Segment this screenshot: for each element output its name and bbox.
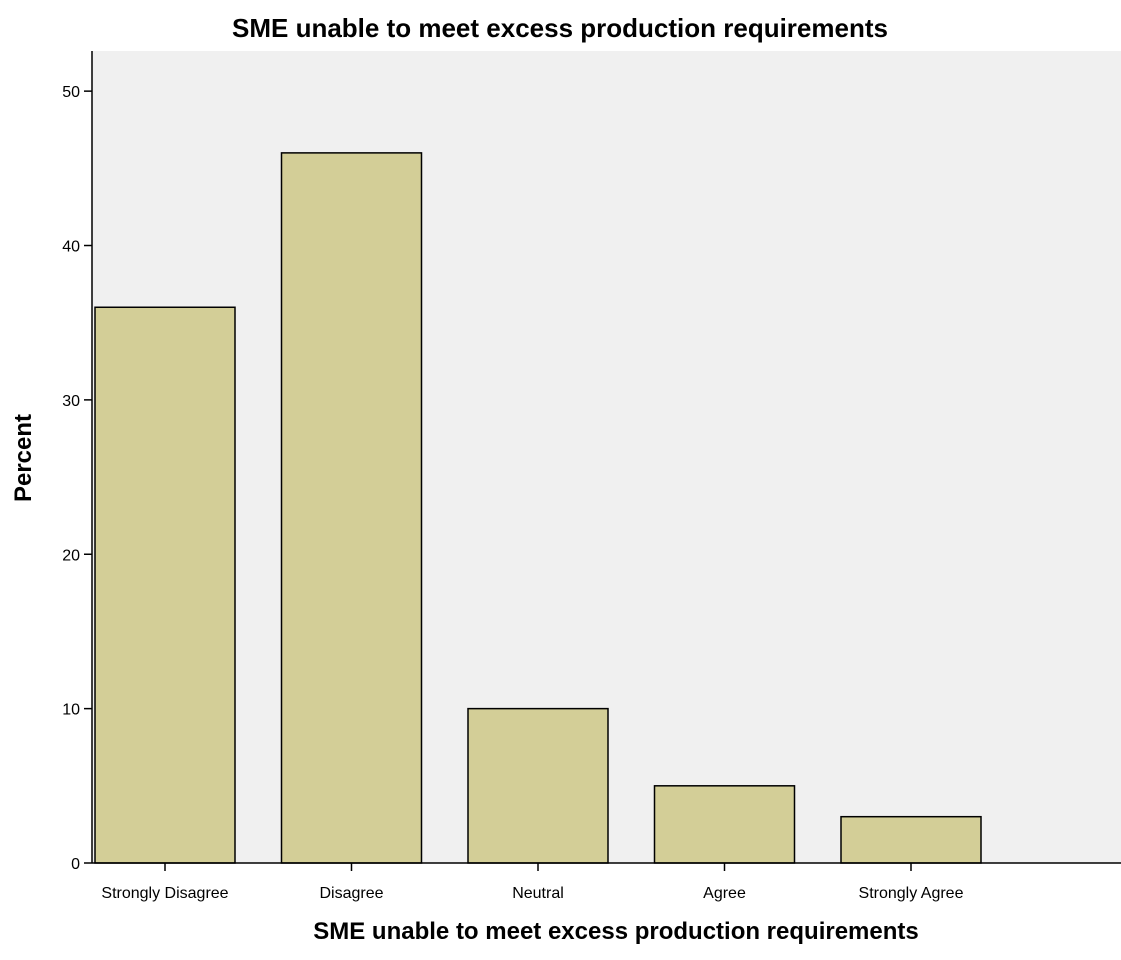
y-tick-label: 20 — [62, 547, 80, 564]
y-tick-label: 50 — [62, 84, 80, 101]
x-tick-label: Strongly Disagree — [101, 885, 228, 902]
axes — [91, 51, 1121, 864]
y-tick-label: 30 — [62, 393, 80, 410]
x-axis-ticks: Strongly Disagree Disagree Neutral Agree Str… — [101, 863, 964, 902]
x-tick-label: Neutral — [512, 885, 564, 902]
bar-strongly-disagree — [94, 306, 236, 864]
x-axis-title: SME unable to meet excess production req… — [313, 918, 918, 945]
y-axis-ticks: 0 10 20 30 40 50 — [62, 84, 92, 873]
y-axis-title: Percent — [10, 414, 37, 502]
y-tick-label: 40 — [62, 239, 80, 256]
y-tick-label: 0 — [71, 856, 80, 873]
bars — [94, 152, 982, 864]
x-tick-label: Agree — [703, 885, 746, 902]
bar-strongly-agree — [840, 815, 982, 864]
bar-agree — [653, 785, 796, 864]
bar-neutral — [467, 707, 609, 864]
x-tick-label: Disagree — [319, 885, 383, 902]
bar-disagree — [280, 152, 423, 864]
chart-title: SME unable to meet excess production req… — [232, 13, 888, 43]
x-tick-label: Strongly Agree — [859, 885, 964, 902]
y-tick-label: 10 — [62, 702, 80, 719]
